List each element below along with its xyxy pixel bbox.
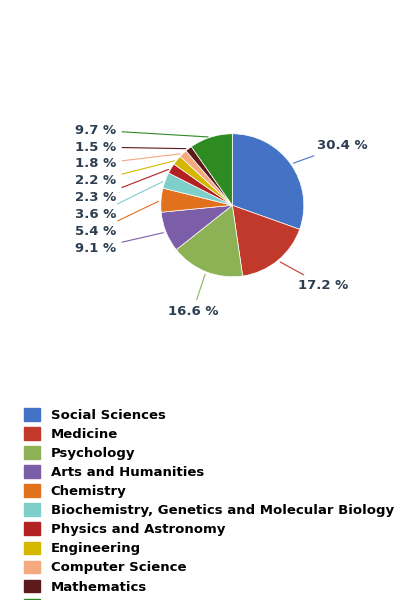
Text: 5.4 %: 5.4 % (75, 202, 158, 238)
Text: 2.2 %: 2.2 % (75, 161, 174, 187)
Wedge shape (174, 157, 232, 205)
Wedge shape (191, 134, 232, 205)
Wedge shape (161, 205, 232, 250)
Wedge shape (180, 151, 232, 205)
Text: 1.5 %: 1.5 % (75, 140, 186, 154)
Text: 1.8 %: 1.8 % (75, 154, 180, 170)
Wedge shape (161, 188, 232, 212)
Text: 3.6 %: 3.6 % (75, 182, 163, 221)
Wedge shape (168, 164, 232, 205)
Text: 30.4 %: 30.4 % (294, 139, 368, 163)
Wedge shape (176, 205, 243, 277)
Text: 16.6 %: 16.6 % (168, 274, 218, 318)
Legend: Social Sciences, Medicine, Psychology, Arts and Humanities, Chemistry, Biochemis: Social Sciences, Medicine, Psychology, A… (19, 403, 399, 600)
Text: 2.3 %: 2.3 % (75, 169, 168, 204)
Wedge shape (232, 205, 300, 276)
Wedge shape (232, 134, 304, 229)
Text: 9.1 %: 9.1 % (75, 233, 163, 254)
Text: 9.7 %: 9.7 % (75, 124, 208, 137)
Wedge shape (163, 173, 232, 205)
Text: 17.2 %: 17.2 % (280, 262, 348, 292)
Wedge shape (186, 147, 232, 205)
